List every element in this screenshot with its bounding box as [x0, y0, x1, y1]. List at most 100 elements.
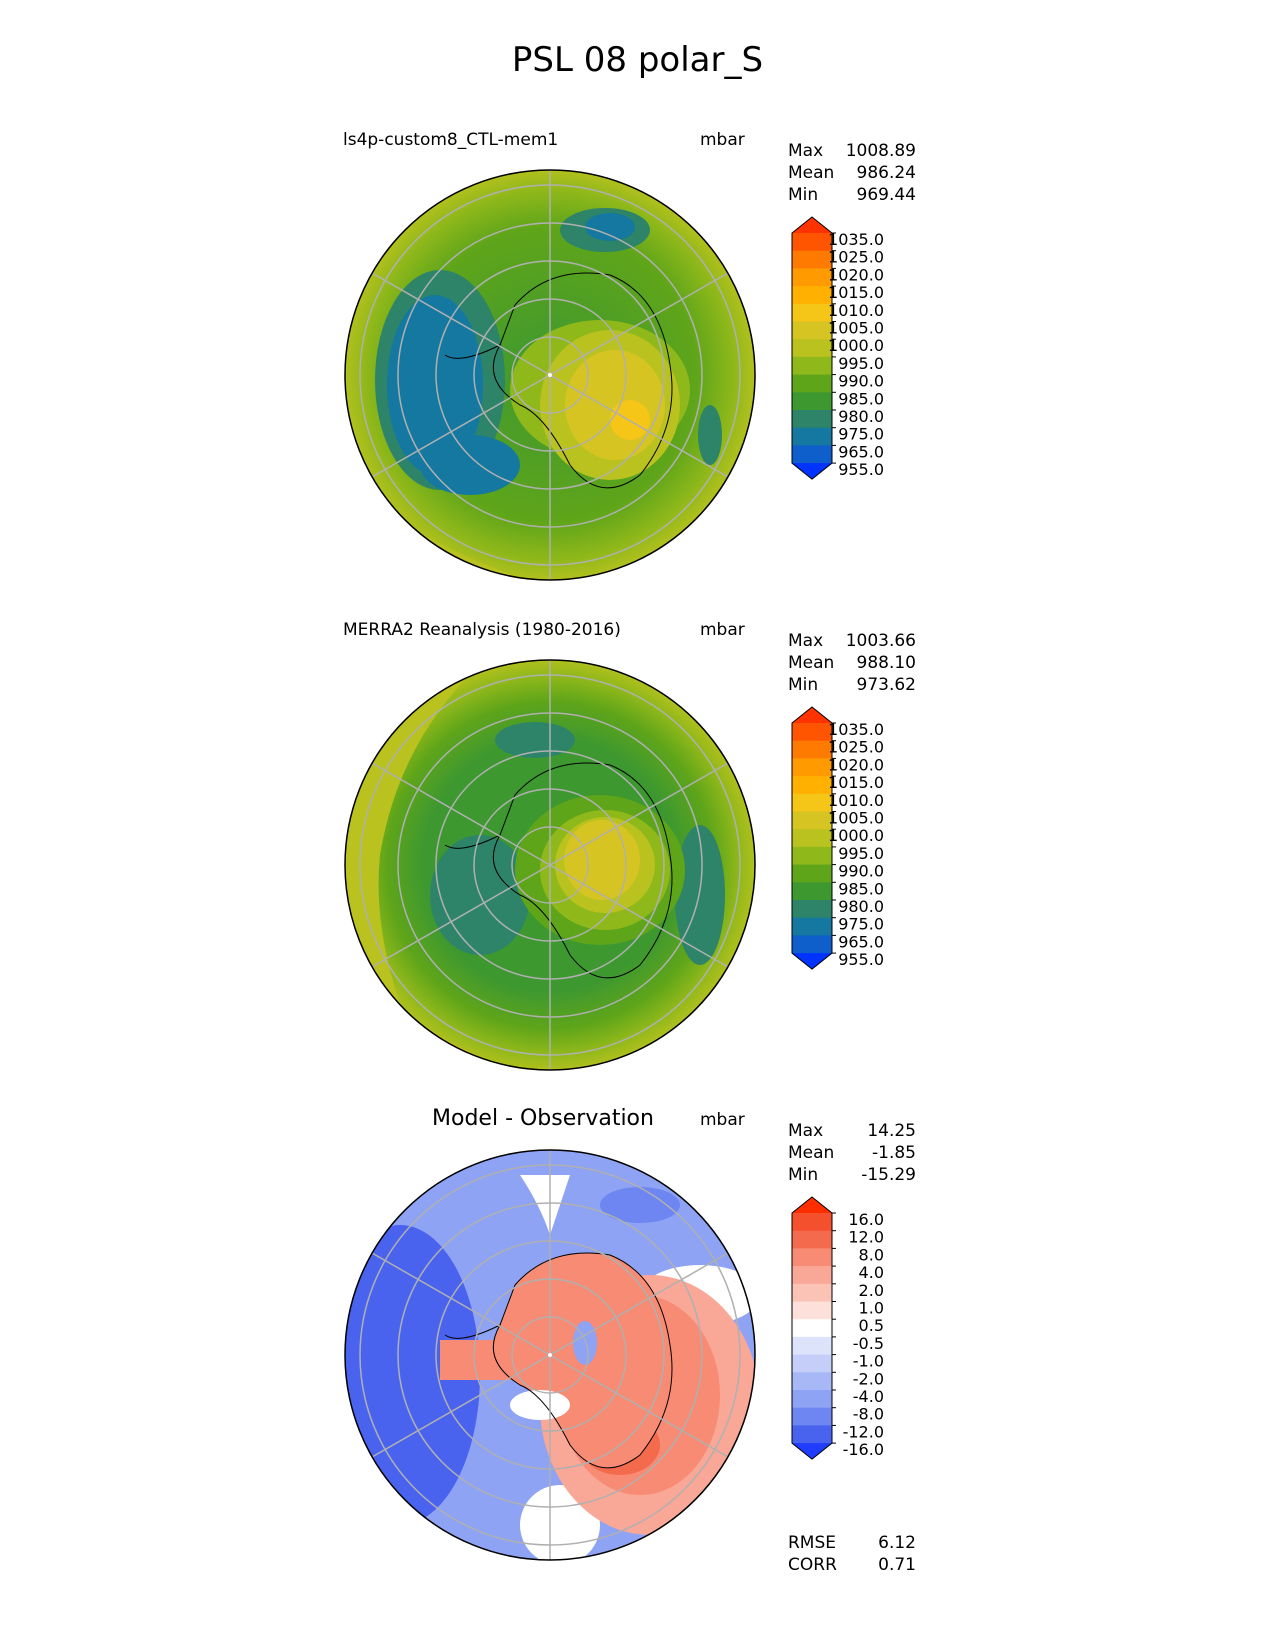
colorbar-extend-top — [792, 217, 832, 233]
colorbar-tick-label: -2.0 — [853, 1369, 884, 1388]
colorbar-tick-label: 12.0 — [848, 1228, 884, 1247]
colorbar: 1035.01025.01020.01015.01010.01005.01000… — [791, 706, 884, 970]
colorbar-band — [792, 250, 832, 269]
colorbar-tick-label: 980.0 — [838, 407, 884, 426]
colorbar-tick-label: 1020.0 — [828, 265, 884, 284]
colorbar-tick-label: -4.0 — [853, 1387, 884, 1406]
colorbar-tick-label: 1005.0 — [828, 809, 884, 828]
colorbar-tick-label: -0.5 — [853, 1334, 884, 1353]
stat-max: Max 14.25 — [788, 1121, 916, 1141]
colorbar-tick-label: 2.0 — [859, 1281, 884, 1300]
colorbar-tick-label: 16.0 — [848, 1210, 884, 1229]
colorbar-band — [792, 1266, 832, 1285]
colorbar-band — [792, 1319, 832, 1338]
colorbar-band — [792, 723, 832, 742]
stat-mean: Mean -1.85 — [788, 1143, 916, 1163]
colorbar-tick-label: -1.0 — [853, 1352, 884, 1371]
colorbar-band — [792, 864, 832, 883]
colorbar-band — [792, 829, 832, 848]
stat-max: Max 1008.89 — [788, 141, 916, 161]
stat-min: Min -15.29 — [788, 1165, 916, 1185]
polar-map — [344, 169, 756, 581]
polar-map — [344, 659, 756, 1071]
colorbar-band — [792, 935, 832, 954]
colorbar-band — [792, 427, 832, 446]
colorbar-tick-label: 1020.0 — [828, 755, 884, 774]
panel-model: ls4p-custom8_CTL-mem1 mbar Max 1008.89 Me… — [0, 130, 1275, 620]
colorbar-tick-label: 1005.0 — [828, 319, 884, 338]
colorbar: 16.012.08.04.02.01.00.5-0.5-1.0-2.0-4.0-… — [791, 1196, 884, 1460]
colorbar-band — [792, 374, 832, 393]
colorbar-band — [792, 321, 832, 340]
colorbar-tick-label: -12.0 — [843, 1422, 884, 1441]
colorbar-tick-label: 980.0 — [838, 897, 884, 916]
colorbar-tick-label: -16.0 — [843, 1440, 884, 1459]
colorbar-tick-label: 1.0 — [859, 1299, 884, 1318]
colorbar-tick-label: -8.0 — [853, 1405, 884, 1424]
panel-title: ls4p-custom8_CTL-mem1 — [343, 130, 559, 150]
polar-map — [344, 1149, 756, 1561]
colorbar-tick-label: 1035.0 — [828, 720, 884, 739]
stat-min: Min 973.62 — [788, 675, 916, 695]
panel-title: Model - Observation — [432, 1106, 654, 1131]
colorbar-band — [792, 882, 832, 901]
colorbar-extend-bottom — [792, 953, 832, 970]
colorbar-band — [792, 303, 832, 322]
stat-mean: Mean 986.24 — [788, 163, 916, 183]
panel-obs: MERRA2 Reanalysis (1980-2016) mbar Max 10… — [0, 620, 1275, 1110]
colorbar-extend-bottom — [792, 463, 832, 480]
colorbar-band — [792, 900, 832, 919]
colorbar-tick-label: 995.0 — [838, 844, 884, 863]
colorbar-band — [792, 1390, 832, 1409]
colorbar-band — [792, 233, 832, 252]
colorbar-tick-label: 1010.0 — [828, 301, 884, 320]
colorbar-tick-label: 1015.0 — [828, 283, 884, 302]
colorbar-tick-label: 8.0 — [859, 1245, 884, 1264]
colorbar-band — [792, 758, 832, 777]
colorbar-band — [792, 268, 832, 287]
colorbar-tick-label: 955.0 — [838, 460, 884, 479]
colorbar-band — [792, 356, 832, 376]
colorbar-band — [792, 811, 832, 830]
stat-max: Max 1003.66 — [788, 631, 916, 651]
colorbar-band — [792, 1283, 832, 1302]
colorbar-tick-label: 4.0 — [859, 1263, 884, 1282]
panel-title: MERRA2 Reanalysis (1980-2016) — [343, 620, 621, 640]
colorbar: 1035.01025.01020.01015.01010.01005.01000… — [791, 216, 884, 480]
colorbar-band — [792, 1407, 832, 1426]
colorbar-tick-label: 1015.0 — [828, 773, 884, 792]
stat-mean: Mean 988.10 — [788, 653, 916, 673]
colorbar-band — [792, 1336, 832, 1356]
colorbar-tick-label: 965.0 — [838, 932, 884, 951]
colorbar-band — [792, 1372, 832, 1391]
colorbar-band — [792, 740, 832, 759]
colorbar-tick-label: 1025.0 — [828, 738, 884, 757]
units-label: mbar — [700, 620, 745, 640]
colorbar-band — [792, 392, 832, 411]
units-label: mbar — [700, 1110, 745, 1130]
colorbar-band — [792, 339, 832, 358]
colorbar-band — [792, 1230, 832, 1249]
colorbar-extend-top — [792, 707, 832, 723]
colorbar-tick-label: 990.0 — [838, 372, 884, 391]
colorbar-band — [792, 846, 832, 866]
colorbar-tick-label: 1025.0 — [828, 248, 884, 267]
colorbar-band — [792, 1213, 832, 1232]
colorbar-extend-bottom — [792, 1443, 832, 1460]
colorbar-band — [792, 1301, 832, 1320]
colorbar-tick-label: 975.0 — [838, 425, 884, 444]
colorbar-tick-label: 955.0 — [838, 950, 884, 969]
colorbar-tick-label: 975.0 — [838, 915, 884, 934]
colorbar-band — [792, 286, 832, 305]
colorbar-band — [792, 1248, 832, 1267]
colorbar-band — [792, 1425, 832, 1444]
stat-min: Min 969.44 — [788, 185, 916, 205]
colorbar-extend-top — [792, 1197, 832, 1213]
units-label: mbar — [700, 130, 745, 150]
colorbar-tick-label: 1035.0 — [828, 230, 884, 249]
colorbar-tick-label: 990.0 — [838, 862, 884, 881]
colorbar-tick-label: 0.5 — [859, 1316, 884, 1335]
colorbar-band — [792, 1354, 832, 1373]
colorbar-band — [792, 776, 832, 795]
colorbar-tick-label: 965.0 — [838, 442, 884, 461]
